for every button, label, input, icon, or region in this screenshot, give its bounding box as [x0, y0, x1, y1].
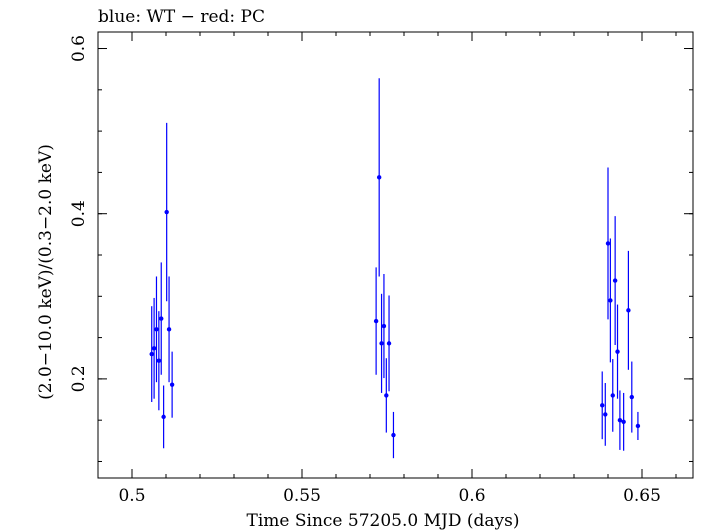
data-point	[373, 318, 379, 324]
data-point	[169, 382, 175, 387]
data-point	[391, 432, 396, 438]
data-point	[151, 346, 157, 351]
data-point	[161, 414, 166, 420]
data-point	[610, 393, 615, 398]
data-point	[386, 341, 392, 346]
data-point	[156, 358, 162, 363]
axis-ticks	[97, 32, 693, 478]
data-point	[376, 175, 382, 180]
data-point	[612, 278, 618, 283]
data-point	[384, 393, 389, 398]
data-point	[629, 394, 634, 400]
data-point	[600, 403, 605, 408]
data-point	[621, 419, 626, 425]
data-point	[159, 316, 164, 321]
data-points	[149, 78, 641, 459]
y-tick-label: 0.6	[69, 35, 89, 62]
data-point	[626, 308, 631, 313]
data-point	[379, 341, 384, 346]
data-point	[149, 351, 154, 357]
x-tick-label: 0.5	[118, 486, 145, 506]
data-point	[166, 327, 172, 332]
y-tick-label: 0.4	[69, 200, 89, 227]
x-tick-label: 0.6	[458, 486, 485, 506]
data-point	[164, 209, 169, 215]
y-axis-title: (2.0−10.0 keV)/(0.3−2.0 keV)	[36, 144, 56, 400]
y-tick-label: 0.2	[69, 365, 89, 392]
data-point	[617, 417, 623, 423]
chart-title: blue: WT − red: PC	[98, 7, 265, 27]
data-point	[381, 323, 387, 329]
x-tick-label: 0.55	[283, 486, 321, 506]
data-point	[603, 412, 608, 417]
data-point	[635, 423, 641, 429]
data-point	[615, 349, 620, 354]
tick-labels: 0.5 0.55 0.6 0.65 0.2 0.4 0.6	[69, 35, 661, 506]
x-tick-label: 0.65	[623, 486, 661, 506]
data-point	[154, 327, 159, 332]
plot-frame	[97, 31, 694, 479]
data-point	[605, 241, 611, 246]
x-axis-title: Time Since 57205.0 MJD (days)	[247, 511, 520, 531]
data-point	[608, 298, 613, 303]
